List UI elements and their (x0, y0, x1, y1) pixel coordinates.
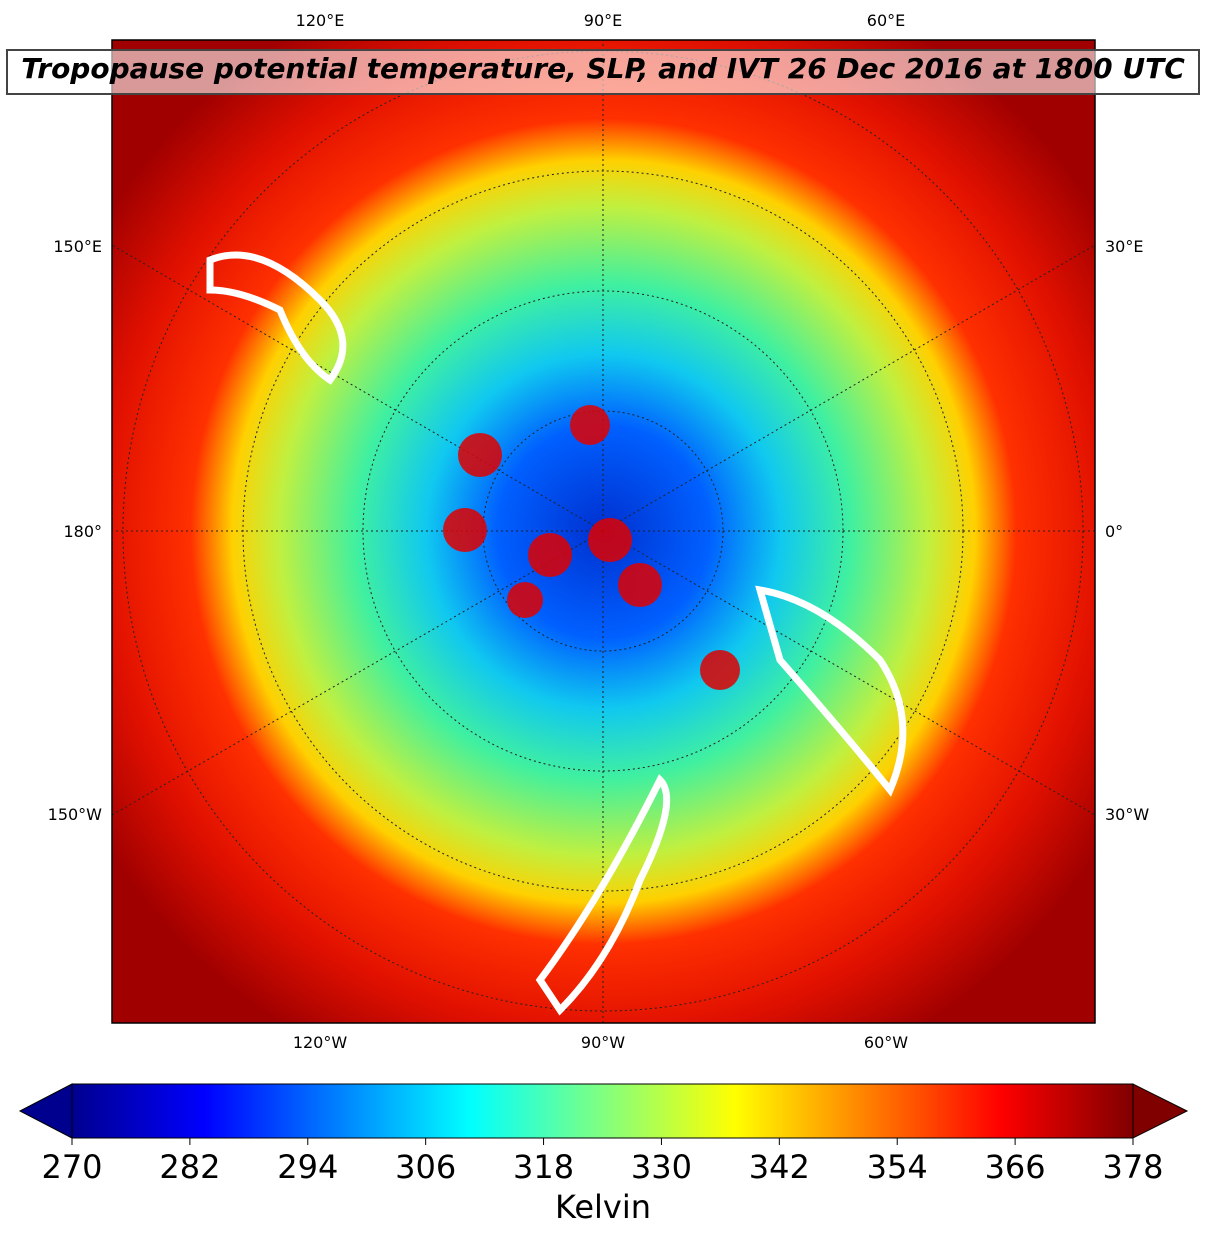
colorbar-tick-label: 306 (395, 1148, 456, 1186)
colorbar-label: Kelvin (555, 1188, 651, 1226)
lon-label: 90°W (581, 1033, 625, 1052)
lon-label: 150°E (53, 237, 102, 256)
colorbar-tick-label: 366 (985, 1148, 1046, 1186)
title-box (6, 49, 1200, 95)
lon-label: 60°E (867, 11, 905, 30)
colorbar-tick-label: 342 (749, 1148, 810, 1186)
colorbar-tick-label: 270 (41, 1148, 102, 1186)
colorbar-tick-label: 318 (513, 1148, 574, 1186)
lon-label: 150°W (48, 805, 103, 824)
map-title: Tropopause potential temperature, SLP, a… (21, 52, 1185, 85)
lon-label: 30°W (1105, 805, 1149, 824)
lon-label: 120°E (296, 11, 345, 30)
map-field (112, 40, 1095, 1023)
colorbar-tick-label: 354 (867, 1148, 928, 1186)
map-frame (111, 39, 1096, 1024)
lon-label: 120°W (293, 1033, 348, 1052)
lon-label: 0° (1105, 522, 1123, 541)
colorbar-tick-label: 330 (631, 1148, 692, 1186)
colorbar-tick-label: 378 (1102, 1148, 1163, 1186)
colorbar (18, 1083, 1189, 1139)
colorbar-tick-label: 294 (277, 1148, 338, 1186)
lon-label: 30°E (1105, 237, 1143, 256)
colorbar-tick-label: 282 (159, 1148, 220, 1186)
lon-label: 60°W (864, 1033, 908, 1052)
lon-label: 180° (63, 522, 102, 541)
lon-label: 90°E (584, 11, 622, 30)
